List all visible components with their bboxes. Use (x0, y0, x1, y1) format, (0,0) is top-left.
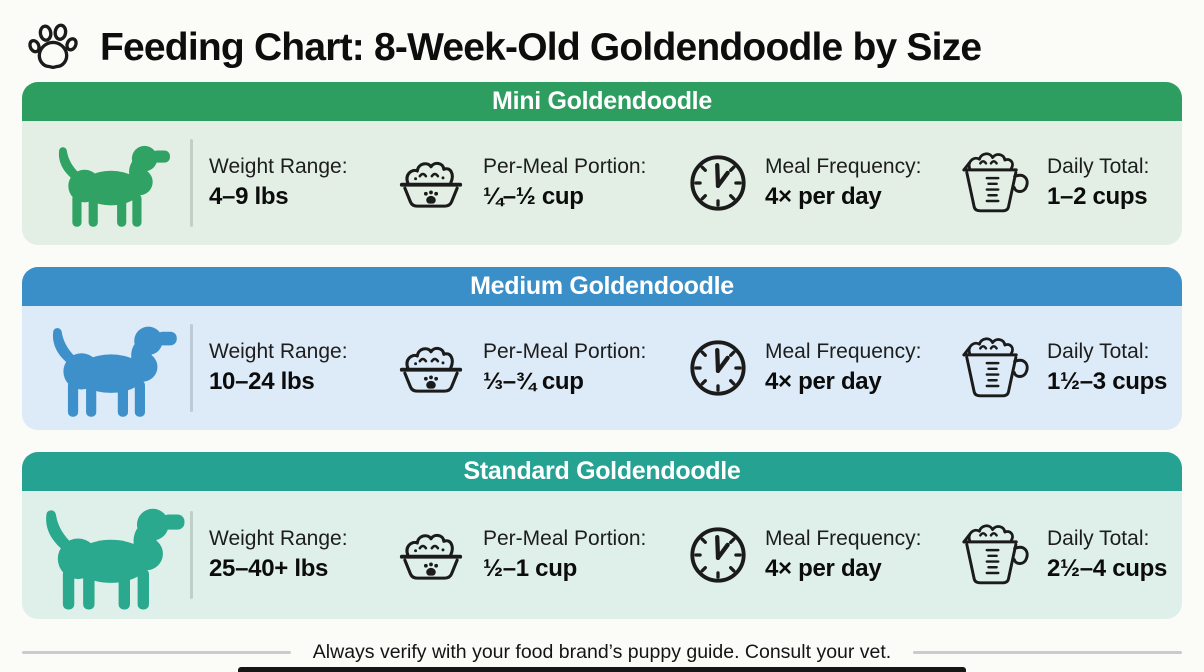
dog-bowl-icon (395, 339, 467, 397)
stat-weight-range: Weight Range: 4–9 lbs (209, 154, 395, 211)
card-title: Medium Goldendoodle (470, 272, 734, 300)
card-body: Weight Range: 10–24 lbs Per-Meal Portion… (22, 306, 1182, 430)
footer-divider-left (22, 651, 291, 654)
stat-value: 4× per day (765, 554, 882, 582)
stat-label: Weight Range: (209, 340, 348, 364)
stat-daily-total: Daily Total: 1–2 cups (959, 150, 1178, 216)
stats-row: Weight Range: 4–9 lbs Per-Meal Portion: … (193, 150, 1178, 216)
stat-value: 25–40+ lbs (209, 554, 329, 582)
page-title: Feeding Chart: 8-Week-Old Goldendoodle b… (100, 26, 982, 69)
footer-note: Always verify with your food brand’s pup… (312, 641, 892, 663)
stat-label: Weight Range: (209, 155, 348, 179)
card-header: Mini Goldendoodle (22, 82, 1182, 121)
stat-value: 2½–4 cups (1047, 554, 1168, 582)
clock-icon (687, 337, 749, 399)
measuring-cup-icon (959, 150, 1031, 216)
vertical-divider (190, 139, 193, 227)
stat-label: Weight Range: (209, 527, 348, 551)
stat-meal-frequency: Meal Frequency: 4× per day (687, 524, 959, 586)
clock-icon (687, 524, 749, 586)
stat-value: ⅓–¾ cup (483, 367, 584, 395)
card-standard-goldendoodle: Standard Goldendoodle Weight Range: 25–4… (22, 452, 1182, 619)
card-body: Weight Range: 4–9 lbs Per-Meal Portion: … (22, 121, 1182, 245)
stat-label: Meal Frequency: (765, 527, 922, 551)
footer-divider-right (913, 651, 1183, 654)
vertical-divider (190, 511, 193, 599)
stat-label: Per-Meal Portion: (483, 527, 647, 551)
stat-label: Daily Total: (1047, 155, 1150, 179)
stat-weight-range: Weight Range: 10–24 lbs (209, 339, 395, 396)
dog-silhouette-icon (32, 121, 190, 245)
clock-icon (687, 152, 749, 214)
stats-row: Weight Range: 25–40+ lbs Per-Meal Portio… (193, 522, 1178, 588)
stat-label: Daily Total: (1047, 527, 1150, 551)
footer: Always verify with your food brand’s pup… (22, 641, 1183, 664)
stat-meal-frequency: Meal Frequency: 4× per day (687, 152, 959, 214)
stat-per-meal-portion: Per-Meal Portion: ¼–½ cup (395, 154, 687, 212)
stat-value: 4× per day (765, 182, 882, 210)
stat-value: 10–24 lbs (209, 367, 315, 395)
stat-weight-range: Weight Range: 25–40+ lbs (209, 526, 395, 583)
page-header: Feeding Chart: 8-Week-Old Goldendoodle b… (0, 0, 1204, 82)
dog-silhouette-icon (32, 306, 190, 430)
paw-print-icon (26, 23, 80, 70)
stat-value: 4× per day (765, 367, 882, 395)
stat-label: Daily Total: (1047, 340, 1150, 364)
measuring-cup-icon (959, 522, 1031, 588)
card-mini-goldendoodle: Mini Goldendoodle Weight Range: 4–9 lbs … (22, 82, 1182, 245)
stat-per-meal-portion: Per-Meal Portion: ⅓–¾ cup (395, 339, 687, 397)
stat-daily-total: Daily Total: 2½–4 cups (959, 522, 1178, 588)
stats-row: Weight Range: 10–24 lbs Per-Meal Portion… (193, 335, 1178, 401)
card-medium-goldendoodle: Medium Goldendoodle Weight Range: 10–24 … (22, 267, 1182, 430)
card-title: Mini Goldendoodle (492, 87, 712, 115)
vertical-divider (190, 324, 193, 412)
card-header: Medium Goldendoodle (22, 267, 1182, 306)
card-header: Standard Goldendoodle (22, 452, 1182, 491)
measuring-cup-icon (959, 335, 1031, 401)
stat-value: ½–1 cup (483, 554, 577, 582)
stat-daily-total: Daily Total: 1½–3 cups (959, 335, 1178, 401)
stat-value: 1–2 cups (1047, 182, 1148, 210)
card-body: Weight Range: 25–40+ lbs Per-Meal Portio… (22, 491, 1182, 619)
dog-bowl-icon (395, 526, 467, 584)
dog-bowl-icon (395, 154, 467, 212)
stat-value: ¼–½ cup (483, 182, 584, 210)
stat-label: Per-Meal Portion: (483, 155, 647, 179)
card-title: Standard Goldendoodle (463, 457, 741, 485)
bottom-bar (238, 667, 966, 672)
stat-per-meal-portion: Per-Meal Portion: ½–1 cup (395, 526, 687, 584)
stat-label: Per-Meal Portion: (483, 340, 647, 364)
stat-label: Meal Frequency: (765, 155, 922, 179)
dog-silhouette-icon (32, 491, 190, 619)
stat-value: 4–9 lbs (209, 182, 289, 210)
stat-meal-frequency: Meal Frequency: 4× per day (687, 337, 959, 399)
stat-label: Meal Frequency: (765, 340, 922, 364)
stat-value: 1½–3 cups (1047, 367, 1168, 395)
